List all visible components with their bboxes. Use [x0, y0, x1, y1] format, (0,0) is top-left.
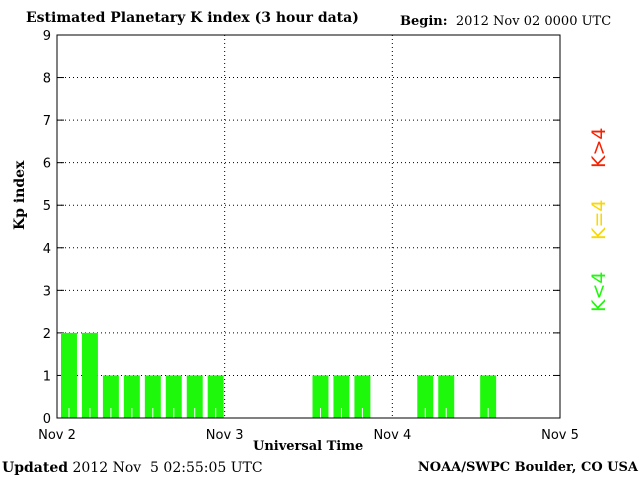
begin-value: 2012 Nov 02 0000 UTC — [455, 14, 612, 29]
y-tick-label: 6 — [43, 157, 51, 172]
credit: NOAA/SWPC Boulder, CO USA — [417, 460, 638, 475]
kp-bar — [417, 375, 434, 418]
begin-time: Begin: 2012 Nov 02 0000 UTC — [400, 14, 611, 29]
y-tick-label: 7 — [43, 114, 51, 129]
y-tick-label: 2 — [43, 327, 51, 342]
y-tick-label: 0 — [43, 412, 51, 427]
kp-bar — [480, 375, 497, 418]
kp-bar — [312, 375, 329, 418]
kp-bar — [61, 332, 77, 418]
x-tick-label: Nov 5 — [541, 428, 579, 443]
x-tick-label: Nov 4 — [373, 428, 411, 443]
y-tick-label: 9 — [43, 29, 51, 44]
begin-label: Begin: — [400, 14, 448, 29]
x-tick-label: Nov 2 — [38, 428, 76, 443]
kp-bar — [438, 375, 455, 418]
chart-title: Estimated Planetary K index (3 hour data… — [26, 10, 359, 26]
y-tick-label: 3 — [43, 284, 51, 299]
kp-bar — [333, 375, 350, 418]
x-axis-label: Universal Time — [253, 439, 364, 454]
kp-bar — [207, 375, 224, 418]
kp-bar — [123, 375, 140, 418]
x-tick-label: Nov 3 — [206, 428, 244, 443]
legend-k-less-4: K<4 — [588, 271, 610, 312]
kp-bar — [354, 375, 371, 418]
y-tick-label: 4 — [43, 242, 51, 257]
y-tick-label: 5 — [43, 199, 51, 214]
updated-label: Updated — [2, 460, 69, 476]
kp-bar — [165, 375, 182, 418]
kp-bar — [144, 375, 161, 418]
kp-bar — [102, 375, 119, 418]
plot-frame — [56, 34, 561, 419]
kp-bar — [186, 375, 203, 418]
updated-value: 2012 Nov 5 02:55:05 UTC — [72, 460, 263, 476]
legend-k-equal-4: K=4 — [588, 199, 610, 240]
legend-k-greater-4: K>4 — [588, 127, 610, 168]
y-tick-label: 1 — [43, 369, 51, 384]
y-axis-label: Kp index — [12, 160, 28, 230]
updated-timestamp: Updated 2012 Nov 5 02:55:05 UTC — [2, 460, 263, 476]
y-tick-label: 8 — [43, 72, 51, 87]
kp-bar — [81, 332, 98, 418]
